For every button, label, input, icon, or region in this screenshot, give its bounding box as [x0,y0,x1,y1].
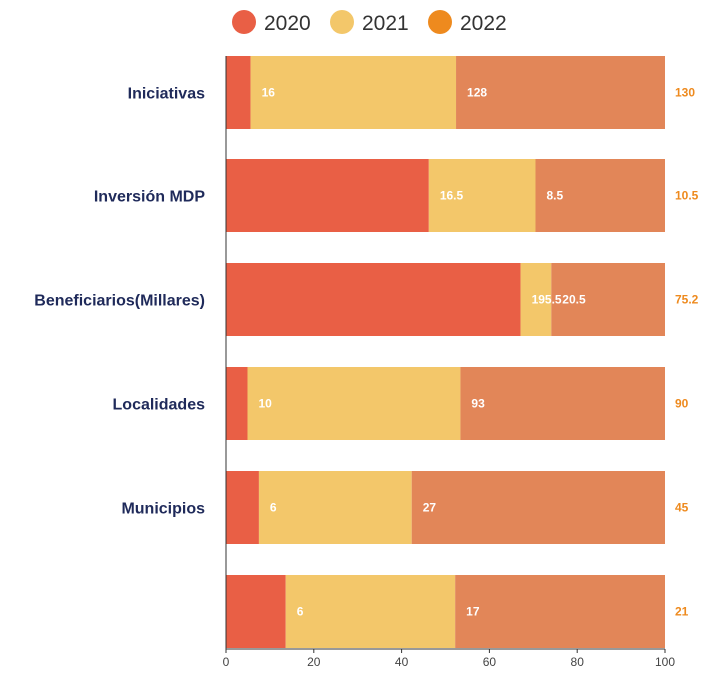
x-axis: 0 20 40 60 80 100 [223,56,675,669]
x-tick-label-3: 60 [483,655,497,669]
legend: 2020 2021 2022 [232,10,507,35]
legend-label-2020: 2020 [264,12,311,35]
bar-2022-2 [551,263,665,336]
bar-2021-4 [258,471,412,544]
total-labels: 130 10.5 75.2 90 45 21 [675,86,699,619]
segment-label-2022-0: 128 [467,86,487,100]
bar-2021-0 [250,56,457,129]
segment-label-2021-1: 16.5 [440,189,464,203]
bar-2022-5 [455,575,665,648]
total-label-0: 130 [675,86,695,100]
segment-label-2021-4: 6 [270,501,277,515]
category-label-0: Iniciativas [128,86,205,103]
segment-label-2021-2: 195.5 [532,293,562,307]
category-label-1: Inversión MDP [94,189,205,206]
bar-2020-4 [226,471,259,544]
total-label-5: 21 [675,605,689,619]
segment-label-2021-0: 16 [262,86,276,100]
bar-2022-3 [460,367,665,440]
x-tick-label-1: 20 [307,655,321,669]
category-label-2: Beneficiarios(Millares) [34,293,205,310]
segment-label-2022-2: 20.5 [562,293,586,307]
x-tick-label-4: 80 [571,655,585,669]
legend-marker-2021 [330,10,354,34]
segment-label-2021-5: 6 [297,605,304,619]
legend-marker-2020 [232,10,256,34]
segment-label-2022-5: 17 [466,605,480,619]
x-tick-label-0: 0 [223,655,230,669]
bar-2021-3 [247,367,461,440]
total-label-2: 75.2 [675,293,699,307]
bar-2020-0 [226,56,251,129]
bar-2022-4 [411,471,665,544]
legend-marker-2022 [428,10,452,34]
bar-2020-1 [226,159,429,232]
segment-label-2021-3: 10 [259,397,273,411]
legend-label-2021: 2021 [362,12,409,35]
x-tick-label-2: 40 [395,655,409,669]
bar-2022-0 [456,56,665,129]
segment-labels: 16 128 16.5 8.5 195.5 20.5 10 93 6 27 6 17 [259,86,586,619]
bar-2020-2 [226,263,521,336]
bar-2021-1 [428,159,536,232]
total-label-4: 45 [675,501,689,515]
x-tick-label-5: 100 [655,655,675,669]
bars [226,56,665,648]
total-label-1: 10.5 [675,189,699,203]
bar-2022-1 [535,159,665,232]
segment-label-2022-3: 93 [471,397,485,411]
total-label-3: 90 [675,397,689,411]
category-label-3: Localidades [113,397,206,414]
category-label-4: Municipios [121,501,205,518]
segment-label-2022-1: 8.5 [546,189,563,203]
bar-2020-3 [226,367,248,440]
segment-label-2022-4: 27 [423,501,437,515]
category-labels: Iniciativas Inversión MDP Beneficiarios(Mi… [34,86,205,518]
bar-2021-2 [520,263,552,336]
bar-2020-5 [226,575,286,648]
legend-label-2022: 2022 [460,12,507,35]
bar-2021-5 [285,575,456,648]
